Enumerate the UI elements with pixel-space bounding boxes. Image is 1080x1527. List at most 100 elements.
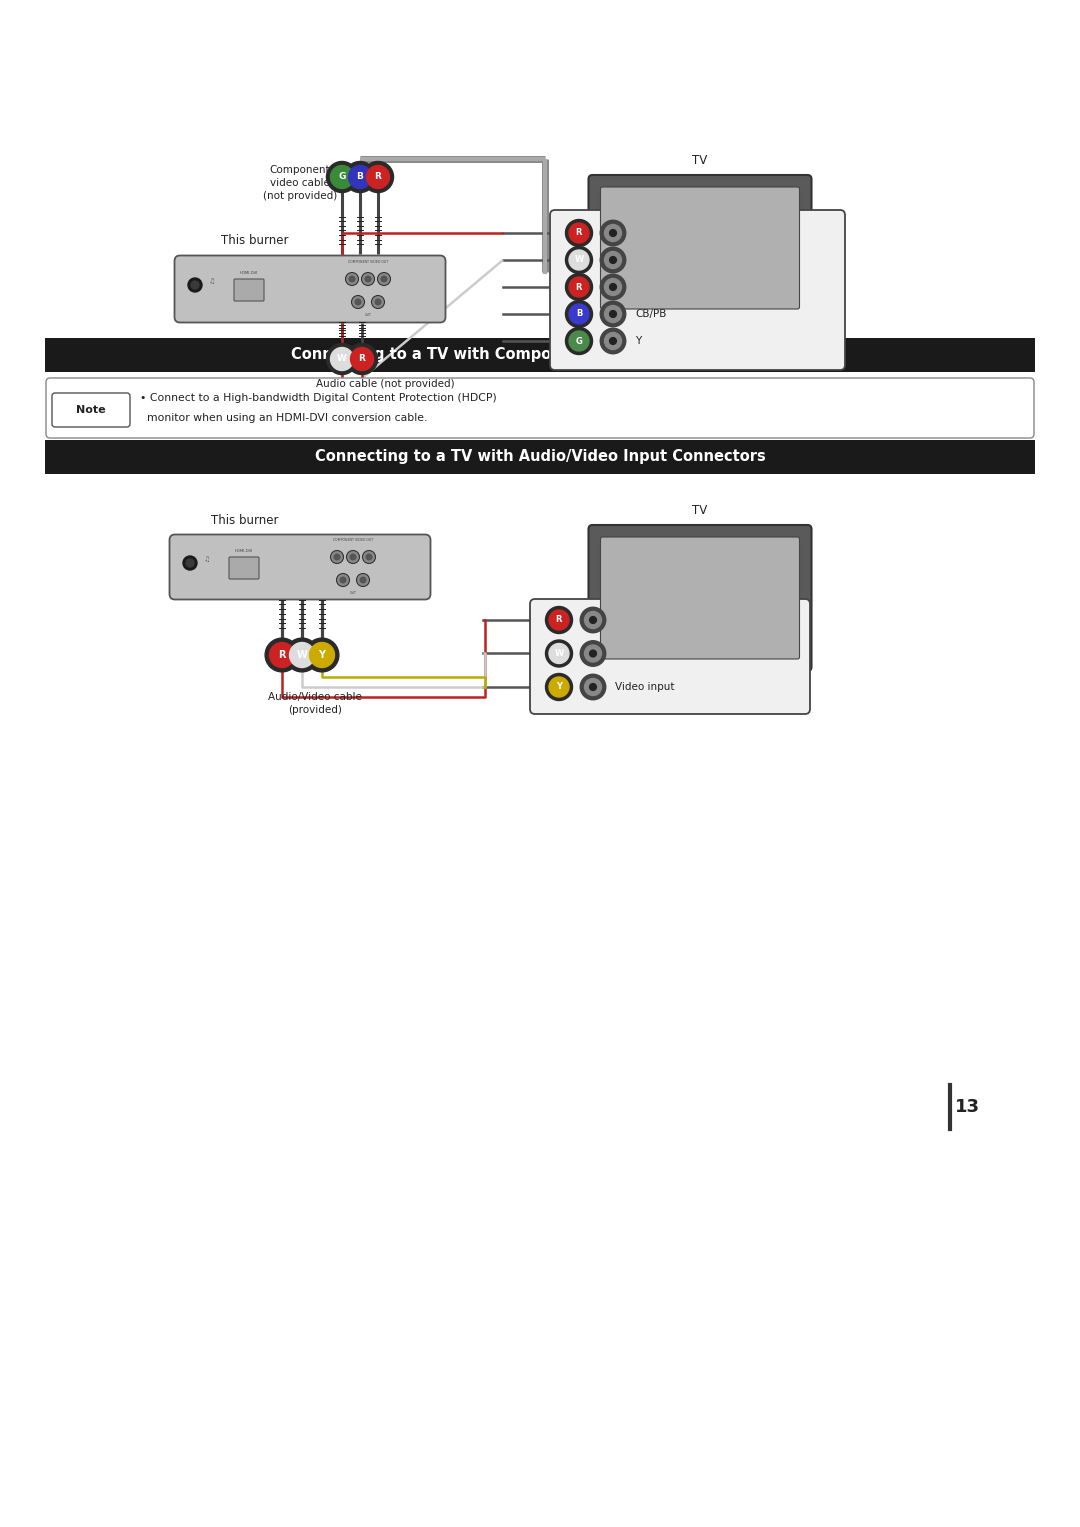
Circle shape — [545, 673, 572, 701]
Text: Connecting to a TV with Audio/Video Input Connectors: Connecting to a TV with Audio/Video Inpu… — [314, 449, 766, 464]
Circle shape — [337, 574, 350, 586]
FancyBboxPatch shape — [589, 525, 811, 670]
Circle shape — [330, 551, 343, 563]
Circle shape — [584, 644, 602, 663]
Text: This burner: This burner — [212, 515, 279, 527]
Text: 13: 13 — [955, 1098, 980, 1116]
Text: Audio in (R): Audio in (R) — [635, 228, 696, 238]
Text: G: G — [338, 173, 346, 182]
Text: CR/PR: CR/PR — [635, 282, 666, 292]
Polygon shape — [683, 667, 717, 686]
Text: W: W — [337, 354, 347, 363]
Circle shape — [346, 272, 359, 286]
Circle shape — [605, 333, 621, 350]
Circle shape — [330, 348, 353, 371]
FancyBboxPatch shape — [550, 211, 845, 370]
Circle shape — [590, 651, 596, 657]
Circle shape — [569, 223, 589, 243]
Text: R: R — [576, 282, 582, 292]
Text: Video input: Video input — [615, 683, 675, 692]
Text: G: G — [576, 336, 582, 345]
Circle shape — [549, 676, 569, 696]
Circle shape — [600, 328, 625, 354]
FancyBboxPatch shape — [46, 379, 1034, 438]
Text: TV: TV — [692, 504, 707, 518]
Circle shape — [265, 638, 299, 672]
Text: Note: Note — [77, 405, 106, 415]
Polygon shape — [667, 334, 732, 347]
Circle shape — [580, 641, 606, 666]
Text: Y: Y — [319, 651, 325, 660]
Text: ♫: ♫ — [208, 278, 215, 284]
FancyBboxPatch shape — [229, 557, 259, 579]
Circle shape — [580, 608, 606, 632]
Circle shape — [605, 252, 621, 269]
Circle shape — [356, 574, 369, 586]
Text: TV: TV — [692, 154, 707, 166]
Text: Audio/Video cable
(provided): Audio/Video cable (provided) — [268, 692, 362, 715]
Circle shape — [584, 611, 602, 629]
Bar — [45, 440, 1035, 473]
Text: R: R — [279, 651, 286, 660]
Text: W: W — [297, 651, 308, 660]
Circle shape — [326, 162, 357, 192]
FancyBboxPatch shape — [589, 176, 811, 321]
Text: HDMI-DVI: HDMI-DVI — [240, 270, 258, 275]
Circle shape — [363, 162, 393, 192]
Circle shape — [545, 640, 572, 667]
Circle shape — [345, 162, 376, 192]
Text: Y: Y — [635, 336, 642, 347]
Circle shape — [354, 298, 362, 305]
Circle shape — [380, 275, 388, 282]
Bar — [45, 337, 1035, 373]
Circle shape — [605, 278, 621, 296]
Circle shape — [347, 551, 360, 563]
Circle shape — [372, 296, 384, 308]
Circle shape — [326, 344, 357, 374]
Circle shape — [549, 643, 569, 664]
Text: This burner: This burner — [221, 234, 288, 247]
Text: Audio in (R): Audio in (R) — [615, 615, 676, 625]
Circle shape — [609, 337, 617, 345]
Circle shape — [360, 577, 366, 583]
Circle shape — [349, 165, 372, 188]
FancyBboxPatch shape — [175, 255, 446, 322]
FancyBboxPatch shape — [234, 279, 264, 301]
Circle shape — [609, 284, 617, 290]
Circle shape — [270, 643, 295, 667]
Circle shape — [183, 556, 197, 570]
Circle shape — [363, 551, 376, 563]
Circle shape — [289, 643, 314, 667]
Circle shape — [365, 275, 372, 282]
Circle shape — [569, 331, 589, 351]
Circle shape — [600, 301, 625, 327]
Circle shape — [566, 220, 593, 246]
Text: Audio in (L): Audio in (L) — [635, 255, 694, 266]
Circle shape — [566, 273, 593, 301]
Circle shape — [350, 553, 356, 560]
Circle shape — [545, 606, 572, 634]
FancyBboxPatch shape — [530, 599, 810, 715]
Circle shape — [590, 617, 596, 623]
Circle shape — [609, 257, 617, 263]
Text: Audio cable (not provided): Audio cable (not provided) — [315, 379, 455, 389]
Text: W: W — [554, 649, 564, 658]
Circle shape — [600, 220, 625, 246]
Text: B: B — [576, 310, 582, 319]
Text: R: R — [576, 229, 582, 238]
Polygon shape — [667, 686, 732, 696]
Text: R: R — [556, 615, 563, 625]
Text: • Connect to a High-bandwidth Digital Content Protection (HDCP): • Connect to a High-bandwidth Digital Co… — [140, 392, 497, 403]
Text: COMPONENT VIDEO OUT: COMPONENT VIDEO OUT — [333, 538, 373, 542]
Circle shape — [366, 165, 390, 188]
Circle shape — [349, 275, 355, 282]
Text: OUT: OUT — [365, 313, 372, 318]
FancyBboxPatch shape — [170, 534, 431, 600]
Text: Audio in (L): Audio in (L) — [615, 649, 675, 658]
Circle shape — [375, 298, 381, 305]
Text: monitor when using an HDMI-DVI conversion cable.: monitor when using an HDMI-DVI conversio… — [140, 412, 428, 423]
Circle shape — [306, 638, 339, 672]
Circle shape — [600, 247, 625, 273]
Text: Y: Y — [556, 683, 562, 692]
Circle shape — [334, 553, 340, 560]
